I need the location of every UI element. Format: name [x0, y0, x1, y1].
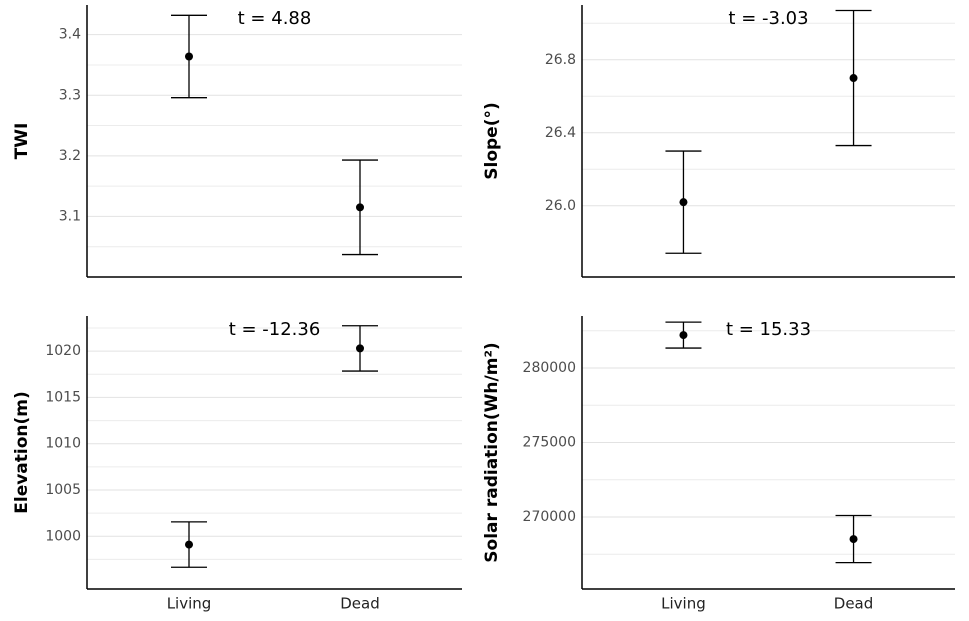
annotation: t = -12.36 [229, 319, 321, 340]
x-tick-label: Dead [834, 595, 874, 613]
y-tick-label: 280000 [523, 360, 576, 376]
y-axis-title: Slope(°) [482, 102, 502, 180]
mean-point [679, 198, 688, 207]
y-tick-label: 3.3 [59, 87, 81, 103]
y-tick-label: 1015 [45, 389, 81, 405]
y-tick-label: 1000 [45, 528, 81, 544]
mean-point [185, 540, 193, 549]
mean-point [356, 203, 364, 212]
y-tick-label: 270000 [523, 509, 576, 525]
y-axis-title: Elevation(m) [12, 391, 32, 514]
x-tick-label: Living [661, 595, 706, 613]
y-axis-title: TWI [12, 123, 32, 160]
x-tick-label: Dead [340, 595, 380, 613]
mean-point [356, 344, 364, 353]
x-tick-label: Living [167, 595, 212, 613]
y-tick-label: 3.1 [59, 208, 81, 224]
annotation: t = -3.03 [728, 8, 808, 29]
mean-point [849, 535, 858, 544]
y-tick-label: 3.4 [59, 27, 81, 43]
y-tick-label: 1020 [45, 343, 81, 359]
y-tick-label: 3.2 [59, 148, 81, 164]
mean-point [679, 331, 688, 340]
y-tick-label: 275000 [523, 435, 576, 451]
mean-point [849, 74, 858, 83]
mean-point [185, 52, 193, 61]
y-tick-label: 26.4 [545, 125, 576, 141]
y-tick-label: 1010 [45, 436, 81, 452]
y-tick-label: 26.8 [545, 52, 576, 68]
y-tick-label: 26.0 [545, 198, 576, 214]
y-tick-label: 1005 [45, 482, 81, 498]
y-axis-title: Solar radiation(Wh/m²) [482, 342, 502, 562]
annotation: t = 4.88 [238, 8, 312, 29]
annotation: t = 15.33 [726, 319, 811, 340]
